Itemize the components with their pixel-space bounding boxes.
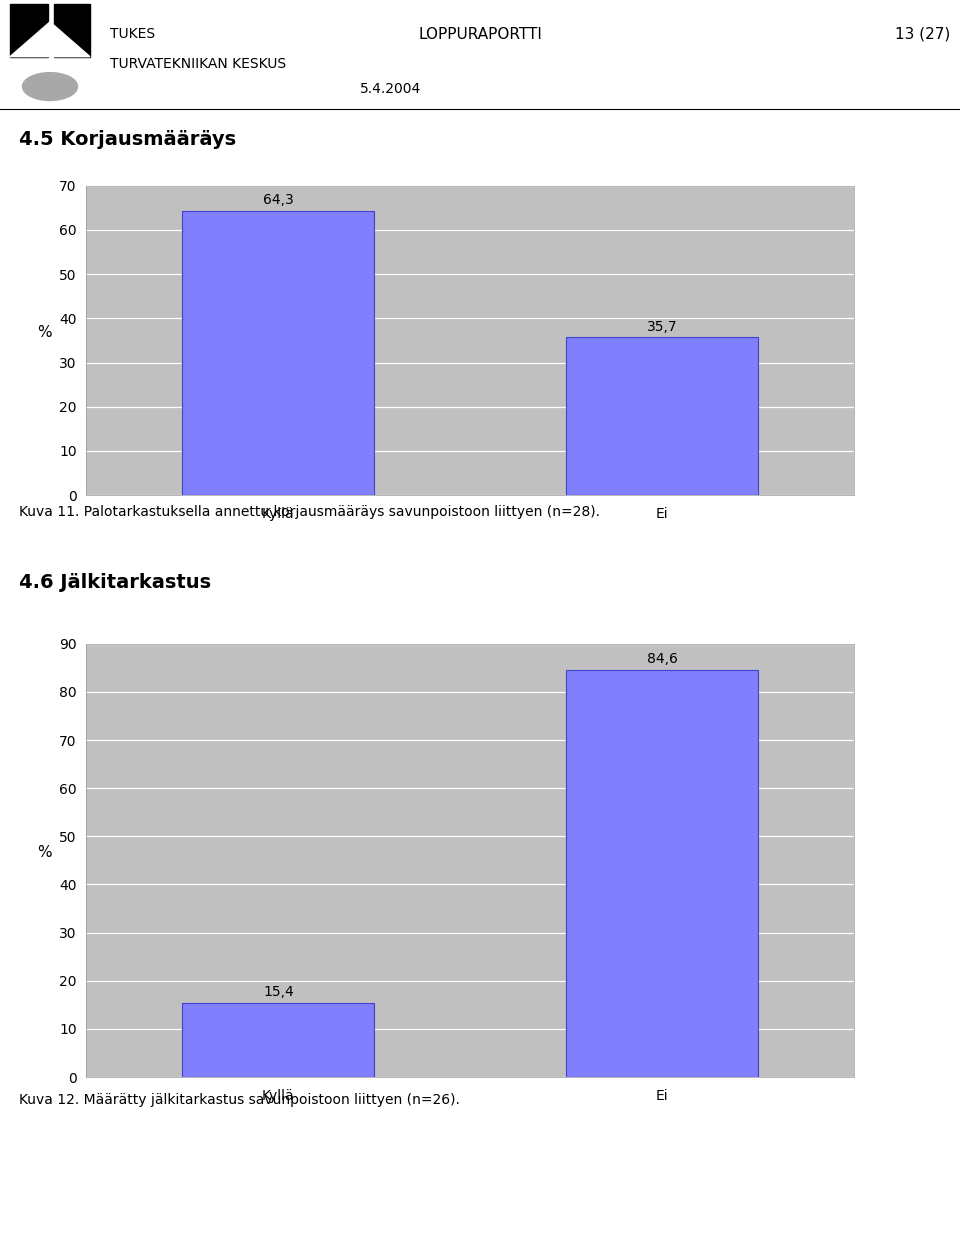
- Text: 35,7: 35,7: [647, 319, 678, 334]
- Text: 15,4: 15,4: [263, 985, 294, 999]
- Text: Kuva 11. Palotarkastuksella annettu korjausmääräys savunpoistoon liittyen (n=28): Kuva 11. Palotarkastuksella annettu korj…: [19, 505, 600, 519]
- Text: 64,3: 64,3: [263, 193, 294, 207]
- Text: Kuva 12. Määrätty jälkitarkastus savunpoistoon liittyen (n=26).: Kuva 12. Määrätty jälkitarkastus savunpo…: [19, 1093, 460, 1107]
- Polygon shape: [10, 22, 90, 57]
- Bar: [182, 1003, 374, 1077]
- Ellipse shape: [22, 73, 78, 100]
- Text: 84,6: 84,6: [647, 652, 678, 666]
- Text: 4.5 Korjausmääräys: 4.5 Korjausmääräys: [19, 130, 236, 149]
- Bar: [182, 210, 374, 495]
- Y-axis label: %: %: [36, 326, 52, 340]
- Text: LOPPURAPORTTI: LOPPURAPORTTI: [418, 27, 542, 42]
- Text: 13 (27): 13 (27): [895, 27, 950, 42]
- Text: TUKES: TUKES: [110, 27, 156, 41]
- Text: 5.4.2004: 5.4.2004: [360, 82, 421, 95]
- Bar: [566, 337, 758, 495]
- Polygon shape: [54, 4, 90, 57]
- Text: 4.6 Jälkitarkastus: 4.6 Jälkitarkastus: [19, 572, 211, 592]
- Text: TURVATEKNIIKAN KESKUS: TURVATEKNIIKAN KESKUS: [110, 57, 286, 71]
- Polygon shape: [10, 4, 48, 57]
- Bar: [566, 670, 758, 1077]
- Y-axis label: %: %: [36, 846, 52, 860]
